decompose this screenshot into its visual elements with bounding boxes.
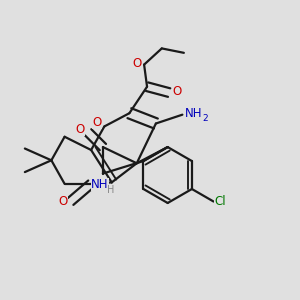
Text: O: O bbox=[75, 124, 85, 136]
Text: O: O bbox=[132, 57, 141, 70]
Text: O: O bbox=[173, 85, 182, 98]
Text: 2: 2 bbox=[203, 114, 208, 123]
Text: NH: NH bbox=[91, 178, 109, 191]
Text: NH: NH bbox=[185, 107, 202, 120]
Text: Cl: Cl bbox=[214, 195, 226, 208]
Text: O: O bbox=[92, 116, 102, 129]
Text: O: O bbox=[58, 195, 68, 208]
Text: H: H bbox=[107, 185, 115, 195]
